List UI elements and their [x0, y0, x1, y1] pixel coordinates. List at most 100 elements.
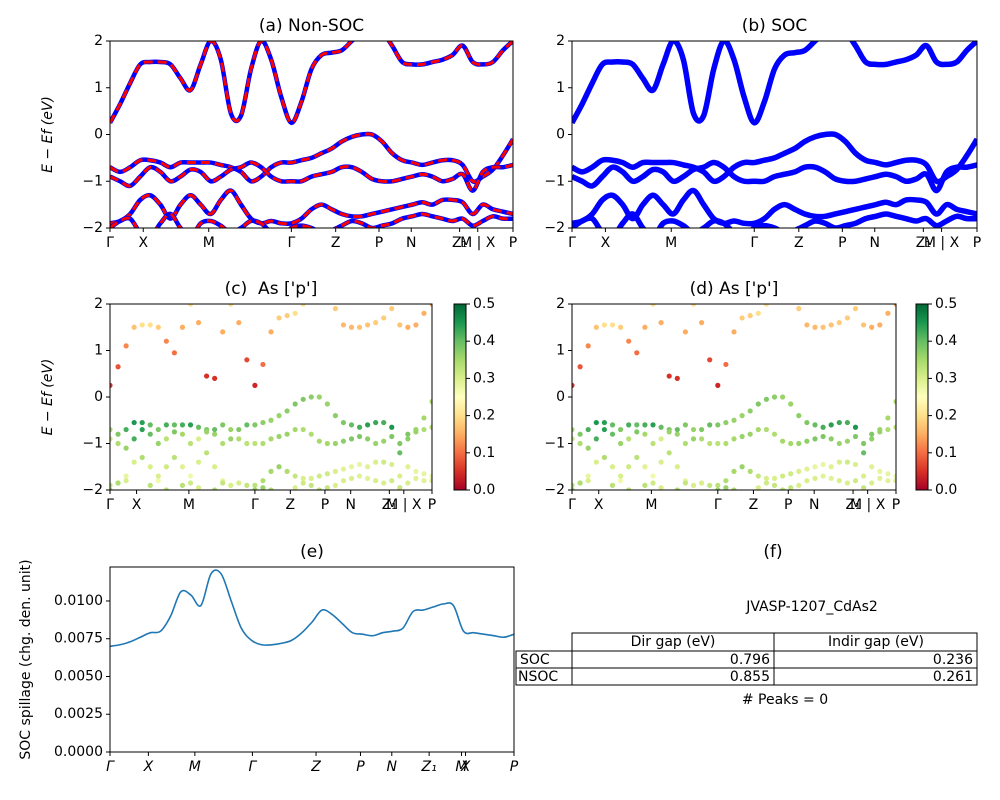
- projection-point: [820, 424, 826, 430]
- projection-point: [244, 440, 250, 447]
- projection-point: [236, 480, 242, 486]
- projection-point: [869, 464, 875, 470]
- projection-point: [609, 482, 616, 488]
- table-grid: [515, 632, 978, 686]
- projection-point: [308, 431, 314, 437]
- x-tick-label: Z₁: [421, 759, 437, 775]
- projection-point: [812, 436, 818, 442]
- projection-point: [300, 475, 306, 481]
- projection-point: [682, 422, 689, 428]
- y-tick-label: 0: [556, 127, 565, 143]
- projection-point: [650, 440, 656, 447]
- projection-point: [373, 478, 379, 484]
- projection-point: [139, 454, 145, 461]
- projection-point: [893, 304, 896, 307]
- projection-point: [893, 399, 896, 405]
- projection-point: [300, 396, 306, 402]
- projection-point: [796, 306, 802, 312]
- projection-point: [674, 426, 680, 433]
- band-line: [110, 211, 513, 228]
- projection-point: [244, 422, 250, 428]
- projection-point: [666, 450, 672, 456]
- projection-point: [171, 454, 177, 461]
- projection-point: [739, 464, 745, 470]
- projection-point: [658, 424, 664, 430]
- y-tick-label: 0: [94, 127, 103, 143]
- x-tick-label: Z: [749, 497, 759, 513]
- y-tick-label: 0: [556, 389, 565, 405]
- projection-point: [260, 361, 266, 368]
- projection-point: [195, 459, 202, 465]
- projection-point: [650, 304, 656, 307]
- projection-point: [804, 419, 810, 426]
- projection-point: [340, 419, 347, 426]
- projection-point: [268, 487, 274, 490]
- projection-point: [788, 485, 794, 490]
- y-tick-label: 1: [556, 80, 565, 96]
- projection-point: [690, 304, 697, 307]
- projection-point: [413, 322, 419, 328]
- projection-point: [634, 429, 640, 435]
- projection-point: [381, 419, 387, 426]
- plot-area: [110, 304, 432, 490]
- projection-point: [593, 459, 599, 465]
- projection-point: [139, 322, 145, 328]
- axes-frame: [109, 566, 515, 753]
- projection-point: [163, 436, 169, 442]
- projection-point: [292, 473, 298, 479]
- projection-point: [131, 324, 137, 330]
- projection-point: [763, 426, 770, 433]
- colorbar: [915, 303, 929, 491]
- x-tick-label: M: [455, 759, 467, 775]
- projection-point: [187, 473, 194, 479]
- projection-point: [690, 436, 697, 442]
- note: # Peaks = 0: [742, 692, 828, 708]
- panel-title: (b) SOC: [742, 16, 808, 36]
- x-tick-label: X: [138, 235, 148, 251]
- projection-point: [421, 478, 427, 484]
- projection-point: [877, 322, 883, 328]
- cell-value: 0.261: [933, 669, 973, 685]
- projection-point: [771, 431, 778, 437]
- projection-point: [244, 357, 250, 363]
- projection-point: [115, 364, 121, 370]
- projection-point: [123, 343, 129, 349]
- projection-point: [893, 424, 896, 430]
- band-line: [572, 131, 977, 185]
- panel: (e) SOC spillage (chg. den. unit) 0.0000 0.…: [18, 542, 519, 775]
- x-tick-label: Γ: [568, 497, 576, 513]
- projection-point: [405, 436, 411, 442]
- projection-point: [413, 475, 419, 481]
- projection-point: [699, 320, 705, 326]
- x-tick-label: Γ: [106, 497, 114, 513]
- projection-point: [796, 440, 802, 447]
- x-tick-label: X: [132, 497, 142, 513]
- projection-point: [365, 464, 371, 470]
- projection-point: [123, 473, 129, 479]
- projection-point: [373, 419, 379, 426]
- projection-point: [828, 436, 834, 442]
- projection-point: [658, 320, 664, 326]
- projection-point: [110, 482, 113, 488]
- y-tick-label: 0.0000: [54, 744, 103, 760]
- projection-point: [707, 357, 713, 363]
- cell-value: 0.796: [730, 652, 770, 668]
- projection-point: [324, 471, 330, 477]
- colorbar-tick-label: 0.0: [473, 482, 495, 498]
- colorbar-tick-label: 0.3: [935, 370, 957, 386]
- axes-frame: [571, 40, 978, 229]
- projection-point: [763, 475, 770, 481]
- projection-point: [682, 480, 689, 486]
- colorbar-tick-label: 0.0: [935, 482, 957, 498]
- panel-title: (f): [763, 542, 782, 562]
- projection-point: [577, 364, 583, 370]
- projection-point: [429, 304, 432, 307]
- projection-point: [381, 438, 387, 444]
- projection-point: [666, 429, 672, 435]
- projection-point: [123, 445, 129, 451]
- projection-point: [429, 399, 432, 405]
- projection-point: [861, 473, 867, 479]
- projection-point: [332, 468, 338, 474]
- projection-point: [212, 464, 218, 470]
